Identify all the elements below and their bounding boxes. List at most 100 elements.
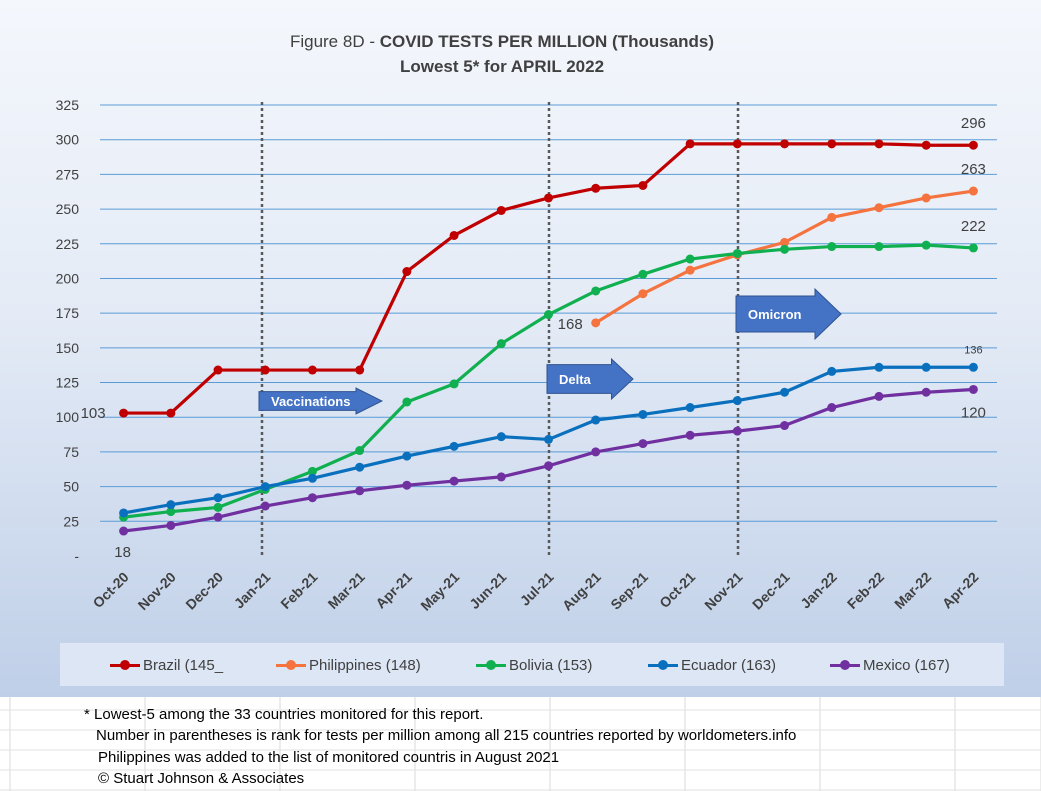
- data-point-ecuador: [307, 473, 317, 483]
- data-point-mexico: [685, 430, 695, 440]
- data-label: 222: [961, 218, 986, 235]
- data-point-philippines: [780, 237, 790, 247]
- x-tick-label: Jul-21: [517, 569, 557, 609]
- data-point-mexico: [591, 447, 601, 457]
- legend-label-brazil: Brazil (145_: [143, 656, 224, 674]
- data-point-brazil: [166, 408, 176, 418]
- x-tick-label: Oct-20: [90, 569, 132, 611]
- x-tick-label: Mar-21: [325, 569, 368, 612]
- legend-item-mexico: Mexico (167): [830, 655, 950, 675]
- y-tick-label: 250: [56, 201, 80, 217]
- data-point-brazil: [874, 139, 884, 149]
- footnote-lowest5: * Lowest-5 among the 33 countries monito…: [84, 706, 484, 723]
- y-tick-label: 325: [56, 97, 80, 113]
- data-point-mexico: [732, 426, 742, 436]
- data-point-mexico: [402, 480, 412, 490]
- data-label: 18: [114, 544, 131, 561]
- data-point-brazil: [638, 180, 648, 190]
- footnote-philippines: Philippines was added to the list of mon…: [98, 748, 560, 766]
- data-point-mexico: [307, 493, 317, 503]
- legend-label-bolivia: Bolivia (153): [509, 656, 593, 674]
- legend-label-mexico: Mexico (167): [863, 656, 950, 674]
- y-tick-label: -: [74, 548, 79, 564]
- x-tick-label: Sep-21: [607, 569, 651, 613]
- x-tick-label: May-21: [417, 569, 462, 614]
- data-point-brazil: [119, 408, 129, 418]
- data-point-ecuador: [166, 500, 176, 510]
- legend-label-philippines: Philippines (148): [309, 656, 421, 674]
- y-tick-label: 200: [56, 270, 80, 286]
- data-point-philippines: [685, 265, 695, 275]
- data-point-bolivia: [685, 254, 695, 264]
- data-point-bolivia: [166, 507, 176, 517]
- data-point-philippines: [827, 212, 837, 222]
- data-point-ecuador: [638, 409, 648, 419]
- data-point-bolivia: [496, 339, 506, 349]
- y-tick-label: 175: [56, 305, 80, 321]
- data-point-brazil: [544, 193, 553, 203]
- data-point-mexico: [544, 461, 553, 471]
- data-point-ecuador: [685, 403, 695, 413]
- data-point-ecuador: [449, 441, 459, 451]
- y-tick-label: 150: [56, 340, 80, 356]
- event-arrow: [546, 357, 634, 401]
- data-point-ecuador: [260, 482, 270, 492]
- data-point-brazil: [685, 139, 695, 149]
- x-tick-label: Feb-22: [844, 569, 887, 612]
- data-label: 136: [964, 344, 982, 356]
- data-point-brazil: [921, 140, 931, 150]
- data-point-ecuador: [355, 462, 365, 472]
- data-point-ecuador: [119, 508, 129, 518]
- legend-label-ecuador: Ecuador (163): [681, 656, 777, 674]
- x-tick-label: Nov-20: [135, 569, 179, 613]
- data-point-ecuador: [968, 362, 978, 372]
- legend-swatch-philippines: [276, 655, 306, 675]
- data-point-brazil: [496, 205, 506, 215]
- x-tick-label: Jan-22: [797, 569, 840, 612]
- y-tick-label: 125: [56, 375, 80, 391]
- data-point-bolivia: [921, 240, 931, 250]
- data-point-brazil: [780, 139, 790, 149]
- data-point-brazil: [449, 230, 459, 240]
- legend-item-philippines: Philippines (148): [276, 655, 421, 675]
- data-point-bolivia: [732, 248, 742, 258]
- data-label: 263: [961, 161, 986, 178]
- x-tick-label: Jun-21: [466, 569, 509, 612]
- x-tick-label: Dec-20: [182, 569, 226, 613]
- data-point-bolivia: [874, 242, 884, 252]
- data-point-philippines: [874, 203, 884, 213]
- data-point-brazil: [355, 365, 365, 375]
- data-point-brazil: [591, 183, 601, 193]
- y-tick-label: 100: [56, 409, 80, 425]
- data-point-brazil: [402, 267, 412, 277]
- data-point-ecuador: [544, 434, 553, 444]
- data-point-bolivia: [638, 269, 648, 279]
- data-point-brazil: [213, 365, 223, 375]
- data-point-bolivia: [449, 379, 459, 389]
- data-point-mexico: [355, 486, 365, 496]
- data-label: 103: [81, 405, 106, 422]
- data-point-mexico: [874, 391, 884, 401]
- event-arrow-label: Delta: [559, 372, 592, 387]
- data-point-bolivia: [544, 310, 553, 320]
- data-point-ecuador: [496, 432, 506, 442]
- x-tick-label: Apr-22: [939, 569, 982, 612]
- data-point-bolivia: [591, 286, 601, 296]
- data-point-mexico: [166, 520, 176, 530]
- data-label: 120: [961, 404, 986, 421]
- event-arrow-label: Vaccinations: [271, 394, 350, 409]
- data-point-ecuador: [874, 362, 884, 372]
- data-point-brazil: [827, 139, 837, 149]
- event-arrow-label: Omicron: [748, 307, 802, 322]
- legend-item-bolivia: Bolivia (153): [476, 655, 592, 675]
- data-point-ecuador: [780, 387, 790, 397]
- legend-swatch-bolivia: [476, 655, 506, 675]
- data-point-mexico: [638, 439, 648, 449]
- data-label: 296: [961, 115, 986, 132]
- data-point-brazil: [307, 365, 317, 375]
- data-point-mexico: [449, 476, 459, 486]
- x-tick-label: Nov-21: [701, 569, 745, 613]
- data-point-bolivia: [355, 446, 365, 456]
- plot-area: - 25 50 75 100 125 150 175 200 225 250 275 300 325 Oct…: [56, 97, 997, 614]
- chart-area[interactable]: Figure 8D - COVID TESTS PER MILLION (Tho…: [0, 0, 1041, 697]
